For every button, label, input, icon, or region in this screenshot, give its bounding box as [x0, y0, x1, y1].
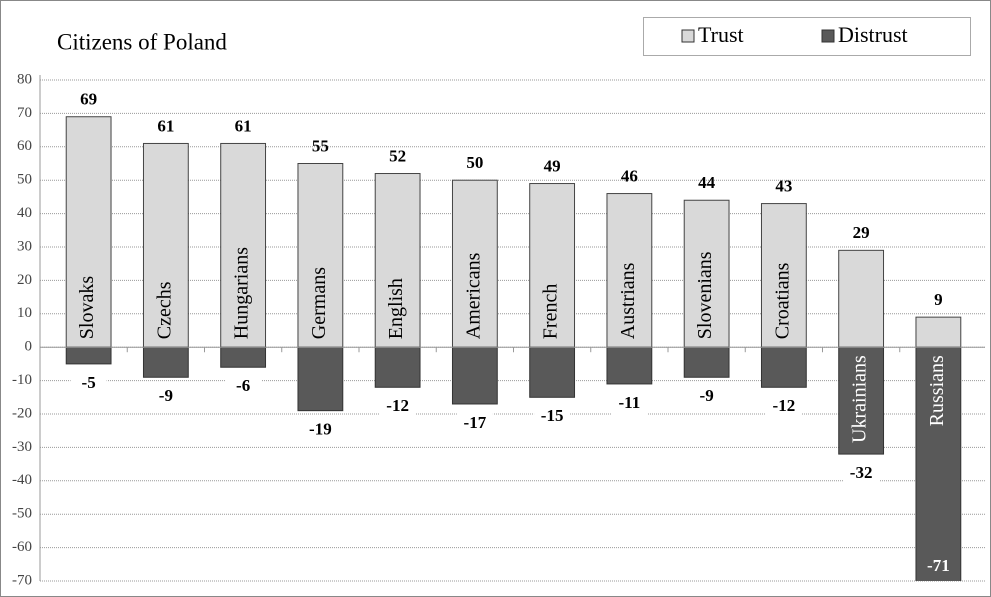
bar — [374, 173, 421, 348]
bar — [451, 179, 498, 348]
bars — [65, 116, 962, 581]
bar — [606, 193, 653, 348]
data-label: -9 — [700, 386, 714, 405]
bar — [297, 163, 344, 348]
legend-swatch — [821, 29, 835, 43]
data-label: 49 — [544, 156, 561, 175]
bar — [529, 346, 576, 398]
data-label: 43 — [775, 176, 792, 195]
label-bg — [379, 396, 416, 419]
label-bg — [147, 386, 184, 409]
data-label: -12 — [773, 396, 796, 415]
data-label: -12 — [386, 396, 409, 415]
label-bg — [765, 396, 802, 419]
y-tick-label: -40 — [12, 472, 32, 488]
label-bg — [225, 376, 262, 399]
category-label: Slovaks — [76, 276, 98, 340]
label-bg — [456, 412, 493, 435]
data-label: -5 — [82, 373, 96, 392]
bar — [142, 346, 189, 378]
y-tick-label: 70 — [17, 105, 32, 121]
data-label: 52 — [389, 146, 406, 165]
data-label: 69 — [80, 90, 97, 109]
bar — [529, 183, 576, 348]
y-tick-label: 0 — [25, 339, 33, 355]
bar — [760, 346, 807, 388]
data-label: -32 — [850, 463, 873, 482]
y-tick-label: 50 — [17, 172, 32, 188]
y-tick-label: 40 — [17, 205, 32, 221]
bar — [65, 346, 112, 365]
label-bg — [611, 392, 648, 415]
bar — [297, 346, 344, 412]
labels: 69 -5 Slovaks 61 -9 Czechs 61 -6 Hungarians 55 -19… — [70, 90, 950, 575]
bar — [606, 346, 653, 385]
bar — [683, 346, 730, 378]
category-label: French — [540, 284, 562, 340]
bar — [760, 203, 807, 348]
y-tick-label: -30 — [12, 439, 32, 455]
label-bg — [302, 419, 339, 442]
y-tick-label: -10 — [12, 372, 32, 388]
bar — [838, 249, 885, 348]
y-tick-label: 20 — [17, 272, 32, 288]
data-label: -15 — [541, 406, 564, 425]
bar — [451, 346, 498, 405]
legend-label: Distrust — [838, 22, 908, 47]
data-label: -71 — [927, 556, 950, 575]
legend-label: Trust — [698, 22, 744, 47]
y-tick-label: 80 — [17, 71, 32, 87]
data-label: 9 — [934, 290, 943, 309]
y-tick-label: 60 — [17, 138, 32, 154]
category-label: Hungarians — [231, 247, 253, 339]
data-label: 61 — [235, 116, 252, 135]
label-bg — [843, 463, 880, 486]
label-bg — [70, 372, 107, 395]
category-label: Slovenians — [694, 251, 716, 339]
data-label: -6 — [236, 376, 250, 395]
data-label: -17 — [464, 413, 487, 432]
y-tick-label: -20 — [12, 405, 32, 421]
label-bg — [534, 406, 571, 429]
y-tick-label: -60 — [12, 539, 32, 555]
bar — [65, 116, 112, 348]
data-label: 46 — [621, 166, 638, 185]
data-label: -11 — [619, 393, 641, 412]
bar — [142, 142, 189, 348]
y-tick-label: -70 — [12, 572, 32, 588]
bar — [220, 142, 267, 348]
category-label: English — [385, 278, 407, 339]
chart-title: Citizens of Poland — [57, 29, 227, 54]
category-label: Austrians — [617, 262, 639, 339]
y-tick-label: 10 — [17, 305, 32, 321]
bar — [838, 346, 885, 455]
data-label: 44 — [698, 173, 716, 192]
bar — [220, 346, 267, 368]
bar — [915, 346, 962, 581]
category-label: Ukrainians — [849, 355, 871, 443]
legend — [643, 17, 971, 56]
category-label: Russians — [926, 355, 948, 426]
y-tick-label: 30 — [17, 238, 32, 254]
category-label: Germans — [308, 267, 330, 339]
data-label: 55 — [312, 136, 329, 155]
category-label: Czechs — [153, 281, 175, 339]
data-label: 50 — [466, 153, 483, 172]
legend-swatch — [681, 29, 695, 43]
category-label: Americans — [462, 252, 484, 339]
data-label: 29 — [853, 223, 870, 242]
bar — [374, 346, 421, 388]
label-bg — [688, 386, 725, 409]
data-label: 61 — [157, 116, 174, 135]
category-label: Croatians — [771, 262, 793, 339]
bar — [683, 199, 730, 348]
y-tick-label: -50 — [12, 506, 32, 522]
bar — [915, 316, 962, 348]
data-label: -19 — [309, 420, 332, 439]
data-label: -9 — [159, 386, 173, 405]
